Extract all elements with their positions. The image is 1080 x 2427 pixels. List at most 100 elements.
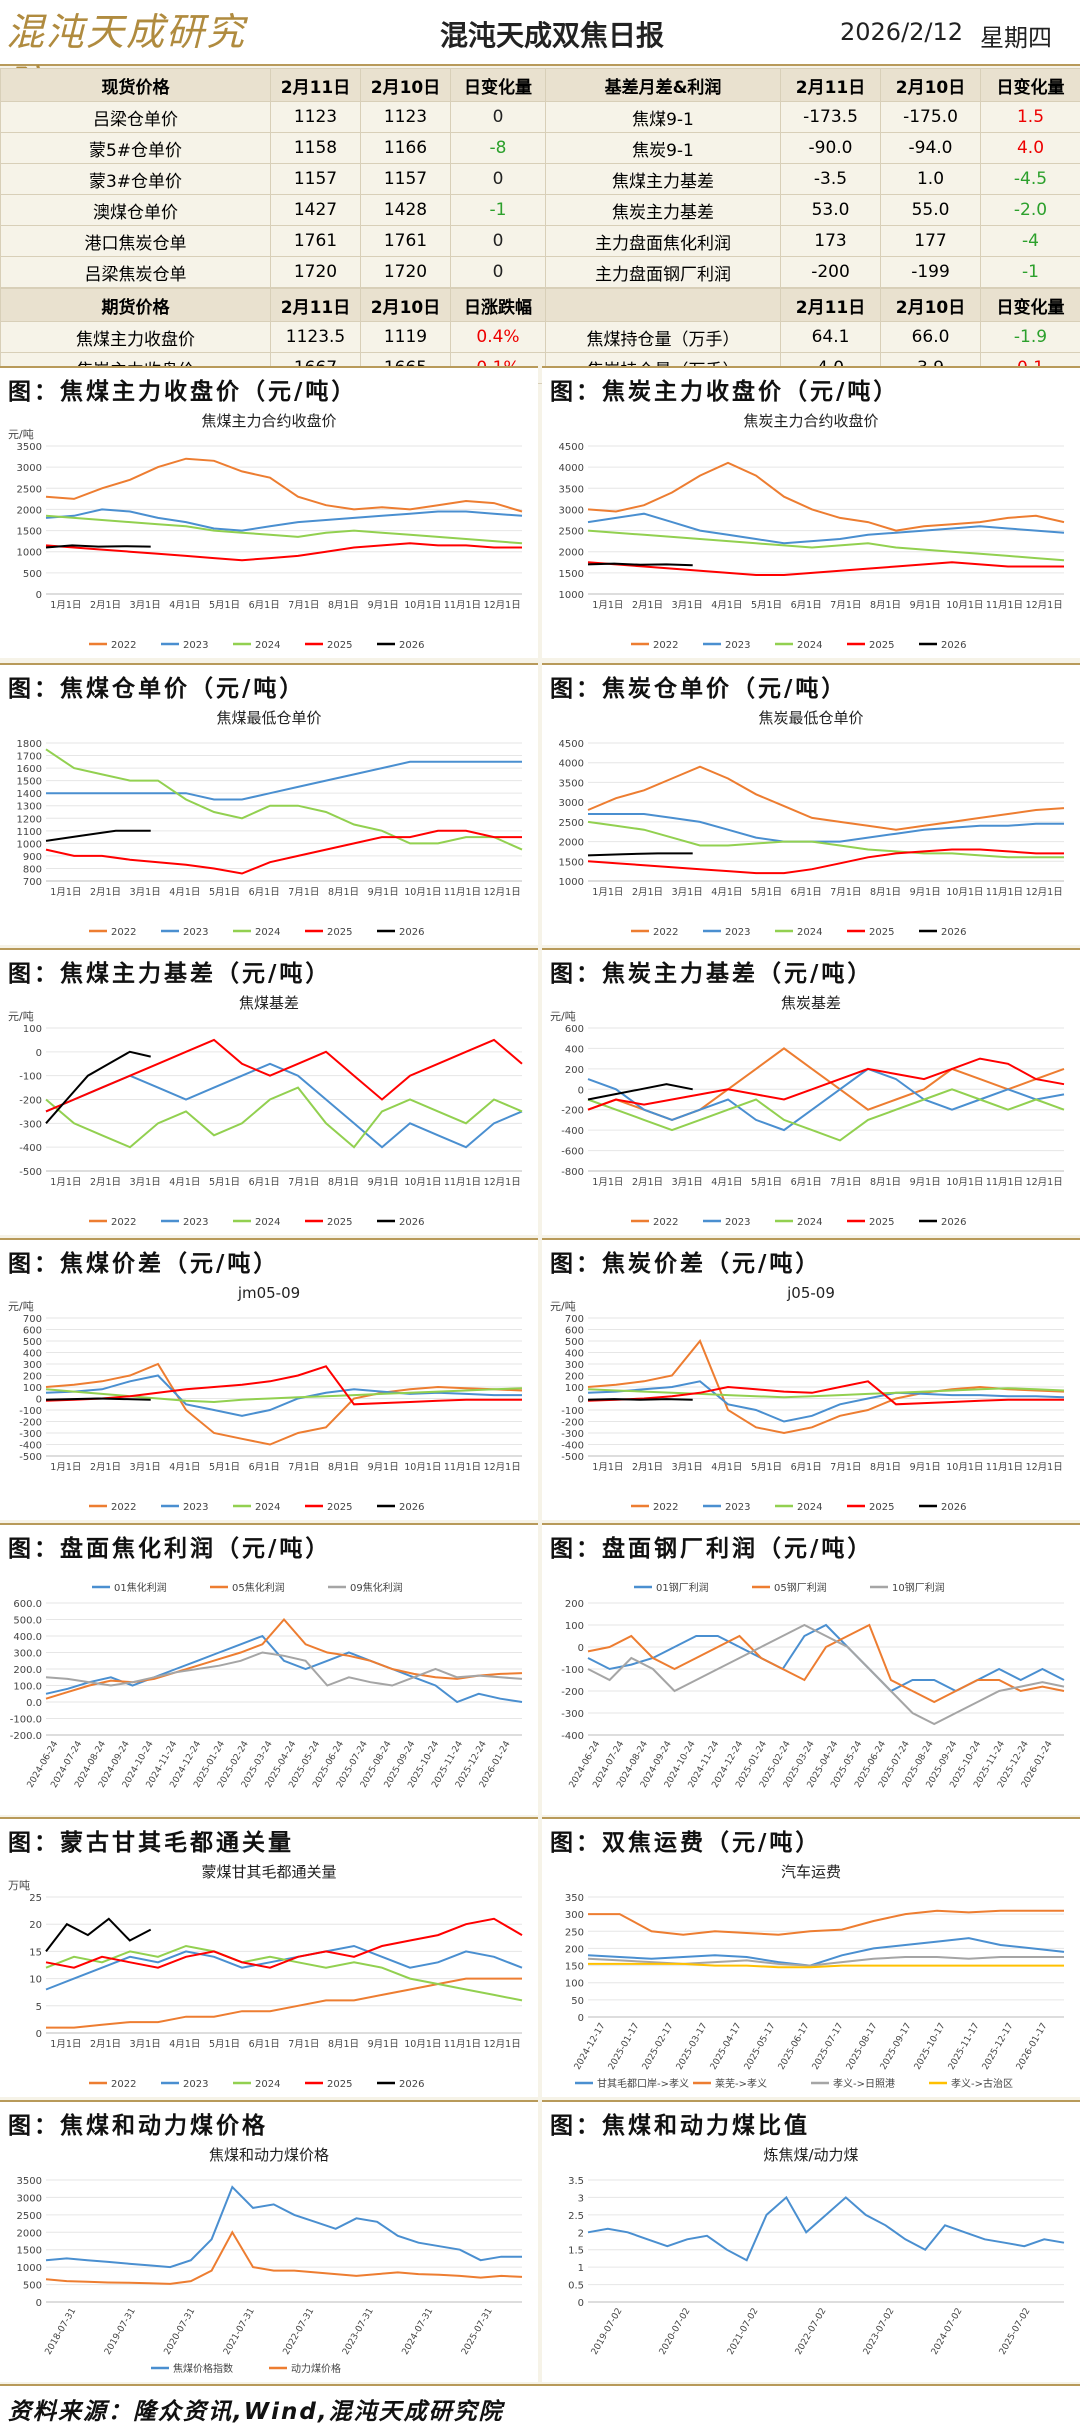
x-tick-label: 12月1日 — [1026, 1462, 1063, 1473]
chart-c1: 焦煤主力合约收盘价元/吨0500100015002000250030003500… — [2, 408, 536, 656]
chart-unit: 万吨 — [8, 1879, 30, 1892]
x-tick-label: 9月1日 — [910, 887, 941, 898]
y-tick-label: 0 — [578, 2298, 584, 2309]
x-tick-label: 2月1日 — [632, 600, 663, 611]
y-tick-label: 500.0 — [13, 1616, 42, 1627]
chart-title: 汽车运费 — [781, 1863, 841, 1881]
x-tick-label: 7月1日 — [288, 1462, 319, 1473]
data-source: 资料来源：隆众资讯,Wind,混沌天成研究院 — [8, 2392, 504, 2426]
x-tick-label: 4月1日 — [711, 1177, 742, 1188]
x-tick-label: 8月1日 — [870, 1462, 901, 1473]
y-tick-label: 3500 — [17, 2176, 42, 2187]
legend-label: 2024 — [255, 1502, 280, 1513]
legend-label: 2026 — [399, 927, 424, 938]
y-tick-label: 0.0 — [26, 1698, 42, 1709]
chart-title: 焦煤基差 — [239, 994, 299, 1012]
x-tick-label: 2月1日 — [632, 1462, 663, 1473]
y-tick-label: 700 — [565, 1314, 584, 1325]
y-tick-label: -800 — [561, 1167, 584, 1178]
y-tick-label: 900 — [23, 852, 42, 863]
y-tick-label: 25 — [29, 1893, 42, 1904]
y-tick-label: 1000 — [17, 839, 42, 850]
y-tick-label: 1200 — [17, 814, 42, 825]
x-tick-label: 9月1日 — [910, 1462, 941, 1473]
spot-cell: 1720 — [271, 257, 361, 288]
y-tick-label: 1500 — [559, 857, 584, 868]
x-tick-label: 9月1日 — [368, 2039, 399, 2050]
x-tick-label: 3月1日 — [130, 2039, 161, 2050]
spot-header-cell: 日变化量 — [451, 69, 546, 102]
spot-cell: 55.0 — [881, 195, 981, 226]
y-tick-label: 300 — [23, 1360, 42, 1371]
spot-cell: 港口焦炭仓单 — [1, 226, 271, 257]
x-tick-label: 4月1日 — [169, 1462, 200, 1473]
chart-panel-c5: 图：焦煤主力基差（元/吨）焦煤基差元/吨-500-400-300-200-100… — [0, 948, 538, 1235]
spot-cell: -4.5 — [981, 164, 1080, 195]
x-tick-label: 8月1日 — [328, 600, 359, 611]
x-tick-label: 10月1日 — [404, 600, 441, 611]
series-line-2026 — [46, 545, 151, 547]
legend-label: 2024 — [255, 927, 280, 938]
panel-title: 图：焦炭主力基差（元/吨） — [550, 954, 873, 988]
y-tick-label: 350 — [565, 1893, 584, 1904]
legend-label: 2022 — [111, 927, 136, 938]
y-tick-label: 5 — [36, 2002, 42, 2013]
x-tick-label: 5月1日 — [751, 1177, 782, 1188]
spot-cell: 0 — [451, 102, 546, 133]
y-tick-label: 500 — [23, 2281, 42, 2292]
legend-label: 10钢厂利润 — [892, 1581, 945, 1594]
x-tick-label: 3月1日 — [130, 1462, 161, 1473]
y-tick-label: -200 — [19, 1096, 42, 1107]
futures-header-cell — [546, 289, 781, 322]
legend-label: 2025 — [327, 927, 352, 938]
spot-cell: 蒙5#仓单价 — [1, 133, 271, 164]
chart-title: 焦炭基差 — [781, 994, 841, 1012]
x-tick-label: 7月1日 — [830, 600, 861, 611]
legend-label: 2025 — [327, 1502, 352, 1513]
y-tick-label: 400 — [23, 1349, 42, 1360]
y-tick-label: 600.0 — [13, 1599, 42, 1610]
y-tick-label: -500 — [561, 1452, 584, 1463]
y-tick-label: 15 — [29, 1947, 42, 1958]
futures-cell: 焦煤持仓量（万手） — [546, 322, 781, 353]
x-tick-label: 7月1日 — [288, 2039, 319, 2050]
legend-label: 2025 — [327, 2079, 352, 2090]
y-tick-label: 1800 — [17, 739, 42, 750]
y-tick-label: 2.5 — [568, 2211, 584, 2222]
legend-label: 2025 — [869, 1502, 894, 1513]
x-tick-label: 5月1日 — [751, 1462, 782, 1473]
legend-label: 莱芜->孝义 — [715, 2077, 767, 2090]
x-tick-label: 7月1日 — [288, 887, 319, 898]
y-tick-label: 3 — [578, 2193, 584, 2204]
report-footer: 资料来源：隆众资讯,Wind,混沌天成研究院 — [0, 2384, 1080, 2427]
x-tick-label: 12月1日 — [484, 600, 521, 611]
y-tick-label: 100 — [565, 1979, 584, 1990]
x-tick-label: 10月1日 — [946, 887, 983, 898]
chart-title: j05-09 — [786, 1284, 835, 1302]
chart-c10: -400-300-200-10001002002024-06-242024-07… — [544, 1565, 1078, 1813]
x-tick-label: 2月1日 — [90, 600, 121, 611]
y-tick-label: 250 — [565, 1927, 584, 1938]
chart-background — [2, 990, 536, 1233]
futures-header-cell: 2月11日 — [781, 289, 881, 322]
panel-title: 图：盘面钢厂利润（元/吨） — [550, 1529, 873, 1563]
y-tick-label: 3500 — [17, 442, 42, 453]
x-tick-label: 2月1日 — [632, 887, 663, 898]
chart-title: 焦煤和动力煤价格 — [209, 2146, 329, 2164]
panel-title: 图：双焦运费（元/吨） — [550, 1823, 821, 1857]
x-tick-label: 11月1日 — [986, 600, 1023, 611]
y-tick-label: 1 — [578, 2263, 584, 2274]
panel-title: 图：焦炭仓单价（元/吨） — [550, 669, 847, 703]
spot-cell: 1123 — [361, 102, 451, 133]
y-tick-label: 0 — [36, 1395, 42, 1406]
x-tick-label: 10月1日 — [404, 1177, 441, 1188]
legend-label: 2024 — [797, 927, 822, 938]
spot-cell: 主力盘面钢厂利润 — [546, 257, 781, 288]
spot-cell: 1428 — [361, 195, 451, 226]
